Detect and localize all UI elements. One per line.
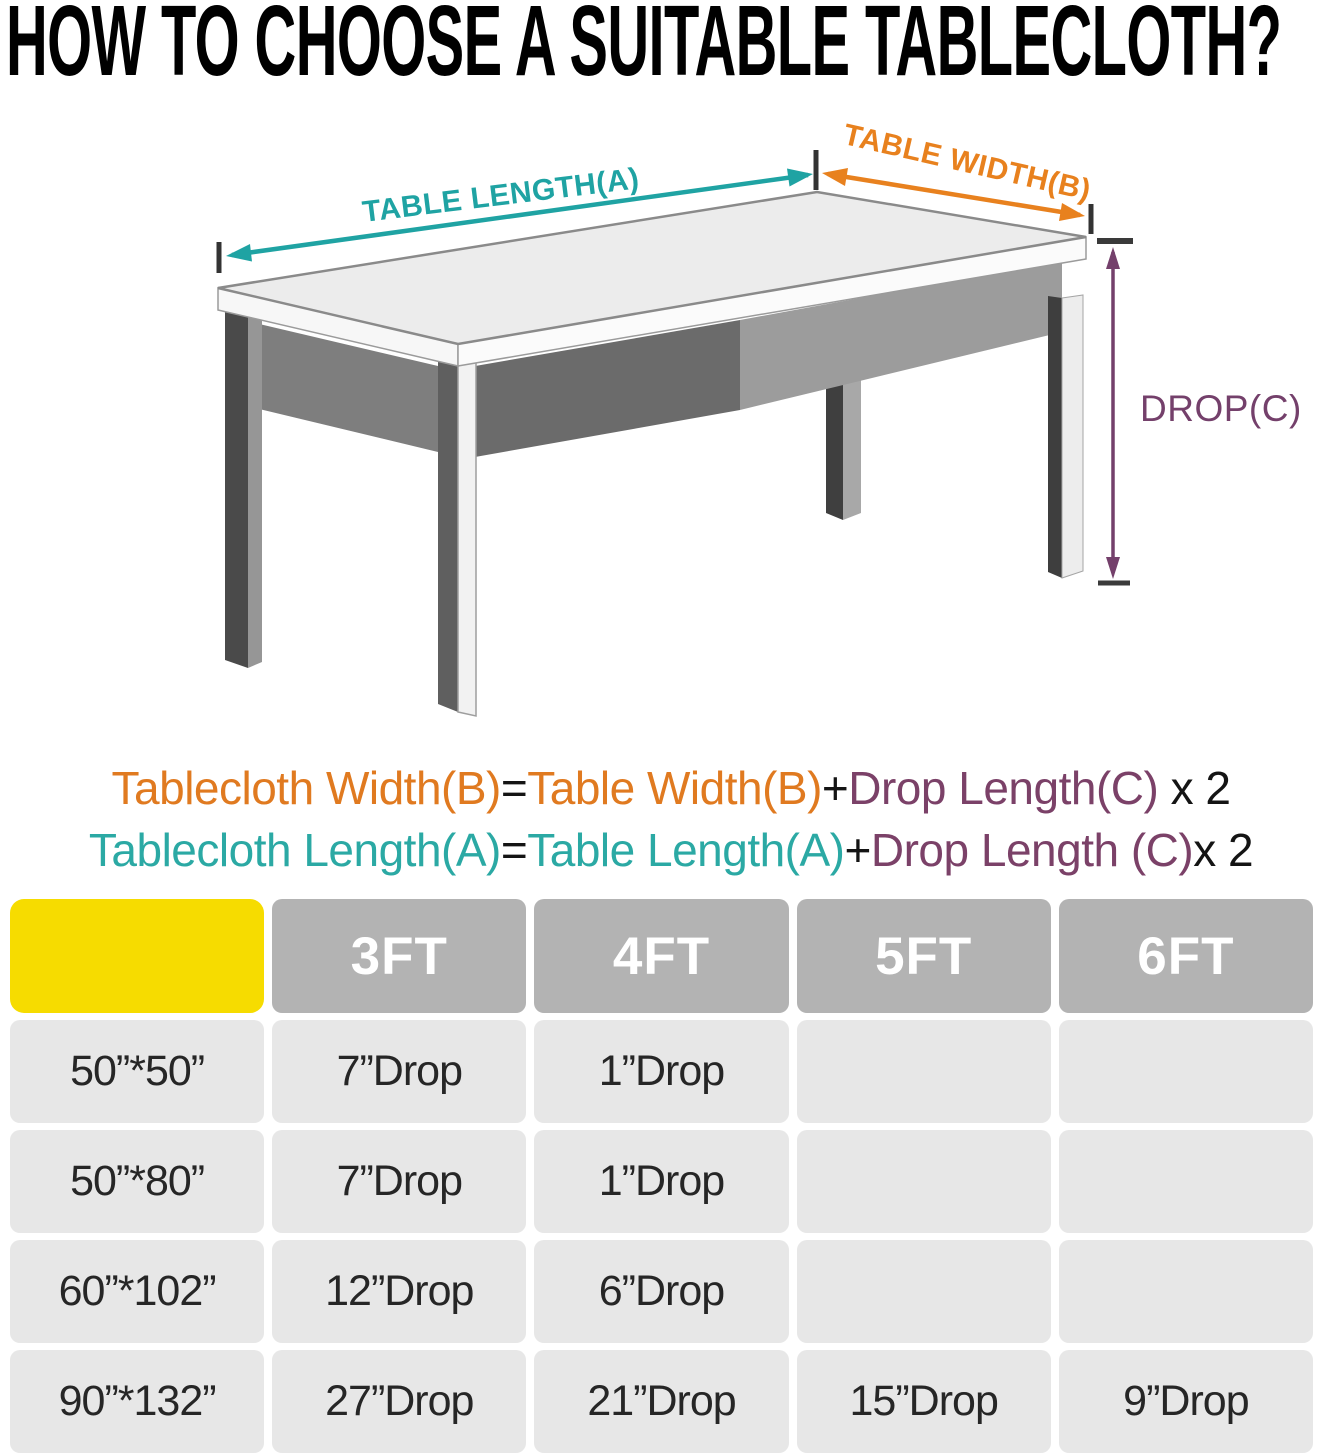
size-table-header-4ft: 4FT xyxy=(534,899,789,1013)
formula-block: Tablecloth Width(B)=Table Width(B)+Drop … xyxy=(0,757,1342,881)
page-title: HOW TO CHOOSE A SUITABLE TABLECLOTH? xyxy=(6,0,1282,97)
formula-rhs2: Drop Length (C) xyxy=(870,824,1194,876)
size-table-header-6ft: 6FT xyxy=(1058,899,1313,1013)
drop-cell: 21”Drop xyxy=(534,1350,789,1453)
equals-sign: = xyxy=(500,762,528,814)
table-leg-left-highlight xyxy=(248,308,262,668)
table-leg-front-shade xyxy=(438,358,458,712)
drop-cell: 9”Drop xyxy=(1058,1350,1313,1453)
formula-lhs: Tablecloth Length(A) xyxy=(88,824,501,876)
drop-cell: 15”Drop xyxy=(796,1350,1051,1453)
width-arrow-line xyxy=(827,171,1081,218)
table-dimension-diagram: TABLE LENGTH(A) TABLE WIDTH(B) DROP(C) xyxy=(216,118,1302,717)
formula-rhs1: Table Length(A) xyxy=(527,824,845,876)
table-apron-front xyxy=(740,261,1062,410)
formula-length-line: Tablecloth Length(A)=Table Length(A)+Dro… xyxy=(0,819,1342,881)
drop-cell xyxy=(1058,1240,1313,1343)
length-arrow-line xyxy=(231,172,809,258)
size-row-label: 90”*132” xyxy=(10,1350,265,1453)
size-table-header-3ft: 3FT xyxy=(272,899,527,1013)
drop-cell: 1”Drop xyxy=(534,1020,789,1123)
drop-label: DROP(C) xyxy=(1140,388,1302,429)
times-two: x 2 xyxy=(1158,762,1231,814)
drop-cell xyxy=(796,1130,1051,1233)
equals-sign: = xyxy=(500,824,528,876)
table-leg-right-shade xyxy=(1048,296,1062,578)
drop-cell xyxy=(1058,1130,1313,1233)
drop-cell: 6”Drop xyxy=(534,1240,789,1343)
drop-cell xyxy=(1058,1020,1313,1123)
drop-cell xyxy=(796,1020,1051,1123)
drop-arrowhead-up xyxy=(1106,247,1120,269)
size-table-header-5ft: 5FT xyxy=(796,899,1051,1013)
table-apron-inner xyxy=(458,320,740,460)
drop-cell xyxy=(796,1240,1051,1343)
drop-arrow: DROP(C) xyxy=(1097,238,1302,586)
table-leg-right xyxy=(1061,294,1084,579)
table-leg-left xyxy=(225,305,248,668)
size-table: 3FT 4FT 5FT 6FT 50”*50” 7”Drop 1”Drop 50… xyxy=(10,899,1313,1453)
drop-cell: 1”Drop xyxy=(534,1130,789,1233)
formula-rhs1: Table Width(B) xyxy=(527,762,822,814)
drop-cell: 7”Drop xyxy=(272,1130,527,1233)
drop-cell: 12”Drop xyxy=(272,1240,527,1343)
formula-rhs2: Drop Length(C) xyxy=(848,762,1159,814)
size-row-label: 50”*50” xyxy=(10,1020,265,1123)
length-arrowhead-right xyxy=(787,168,813,187)
times-two: x 2 xyxy=(1193,824,1254,876)
width-arrowhead-right xyxy=(1059,203,1085,221)
drop-cell: 7”Drop xyxy=(272,1020,527,1123)
size-row-label: 60”*102” xyxy=(10,1240,265,1343)
drop-arrowhead-down xyxy=(1106,557,1120,579)
table-width-label: TABLE WIDTH(B) xyxy=(840,118,1094,207)
tabletop-surface xyxy=(217,190,1087,346)
size-row-label: 50”*80” xyxy=(10,1130,265,1233)
table-leg-front xyxy=(457,359,477,717)
formula-width-line: Tablecloth Width(B)=Table Width(B)+Drop … xyxy=(0,757,1342,819)
formula-lhs: Tablecloth Width(B) xyxy=(111,762,502,814)
table-apron-left xyxy=(234,318,438,452)
plus-sign: + xyxy=(844,824,872,876)
length-arrowhead-left xyxy=(226,244,252,262)
size-table-corner-cell xyxy=(10,899,265,1013)
table-illustration xyxy=(217,190,1087,717)
plus-sign: + xyxy=(821,762,849,814)
drop-cell: 27”Drop xyxy=(272,1350,527,1453)
width-arrowhead-left xyxy=(822,168,848,186)
